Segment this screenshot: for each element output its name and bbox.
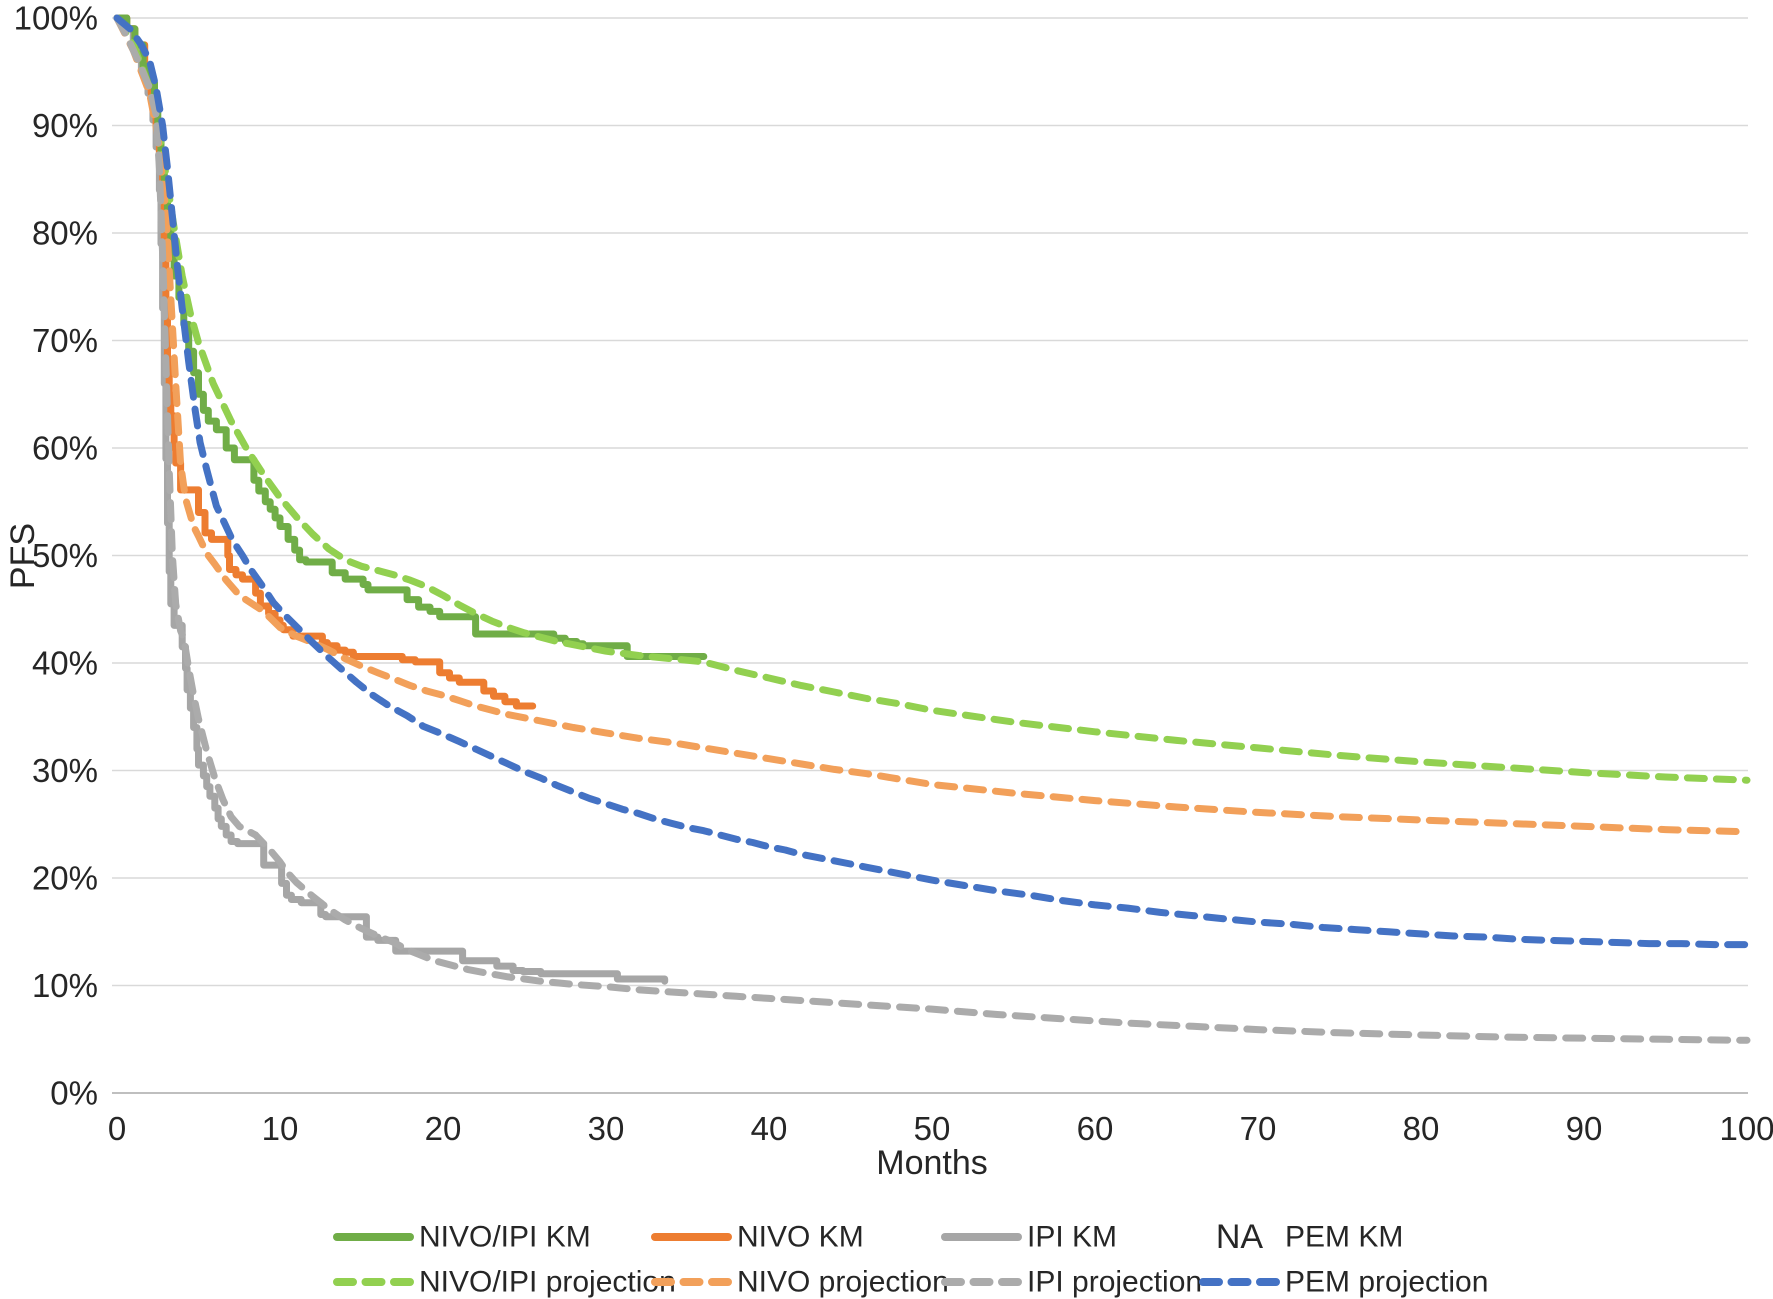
- y-tick-label: 90%: [32, 107, 98, 144]
- x-tick-label: 90: [1566, 1110, 1603, 1147]
- legend: NIVO/IPI KM NIVO KM IPI KM NA PEM KM NIVO/IPI…: [333, 1218, 1488, 1299]
- y-tick-label: 70%: [32, 322, 98, 359]
- x-tick-label: 70: [1240, 1110, 1277, 1147]
- y-tick-label: 30%: [32, 752, 98, 789]
- legend-label-nivo-ipi-projection: NIVO/IPI projection: [419, 1266, 676, 1299]
- series-nivo-ipi-projection: [113, 14, 1751, 784]
- y-tick-label: 80%: [32, 215, 98, 252]
- y-tick-label: 50%: [32, 537, 98, 574]
- series-pem-projection: [113, 14, 1751, 949]
- gridlines: [112, 17, 1748, 1094]
- legend-label-nivo-km: NIVO KM: [737, 1221, 864, 1254]
- x-tick-label: 0: [108, 1110, 126, 1147]
- x-tick-label: 50: [914, 1110, 951, 1147]
- x-tick-label: 10: [262, 1110, 299, 1147]
- x-tick-label: 40: [751, 1110, 788, 1147]
- y-tick-label: 60%: [32, 430, 98, 467]
- x-tick-label: 60: [1077, 1110, 1114, 1147]
- y-tick-label: 20%: [32, 860, 98, 897]
- legend-label-nivo-ipi-km: NIVO/IPI KM: [419, 1221, 591, 1254]
- series-nivo-ipi-km: [113, 14, 708, 660]
- legend-label-ipi-projection: IPI projection: [1027, 1266, 1202, 1299]
- x-tick-label: 20: [425, 1110, 462, 1147]
- y-tick-label: 40%: [32, 645, 98, 682]
- y-tick-label: 10%: [32, 967, 98, 1004]
- y-axis-tick-labels: 0% 10% 20% 30% 40% 50% 60% 70% 80% 90% 100%: [14, 0, 98, 1112]
- series-nivo-km: [113, 14, 537, 710]
- series-nivo-projection: [113, 14, 1751, 836]
- legend-label-pem-km: PEM KM: [1285, 1221, 1403, 1254]
- legend-na-marker: NA: [1216, 1218, 1264, 1256]
- series-layer: [113, 14, 1751, 1044]
- x-tick-label: 100: [1719, 1110, 1773, 1147]
- y-tick-label: 100%: [14, 0, 98, 37]
- y-axis-title: PFS: [4, 523, 42, 589]
- legend-label-nivo-projection: NIVO projection: [737, 1266, 949, 1299]
- y-tick-label: 0%: [50, 1075, 98, 1112]
- legend-label-pem-projection: PEM projection: [1285, 1266, 1488, 1299]
- x-axis-tick-labels: 0 10 20 30 40 50 60 70 80 90 100: [108, 1110, 1773, 1147]
- x-tick-label: 30: [588, 1110, 625, 1147]
- legend-label-ipi-km: IPI KM: [1027, 1221, 1117, 1254]
- x-tick-label: 80: [1403, 1110, 1440, 1147]
- series-ipi-projection: [113, 14, 1751, 1044]
- x-axis-title: Months: [876, 1144, 988, 1182]
